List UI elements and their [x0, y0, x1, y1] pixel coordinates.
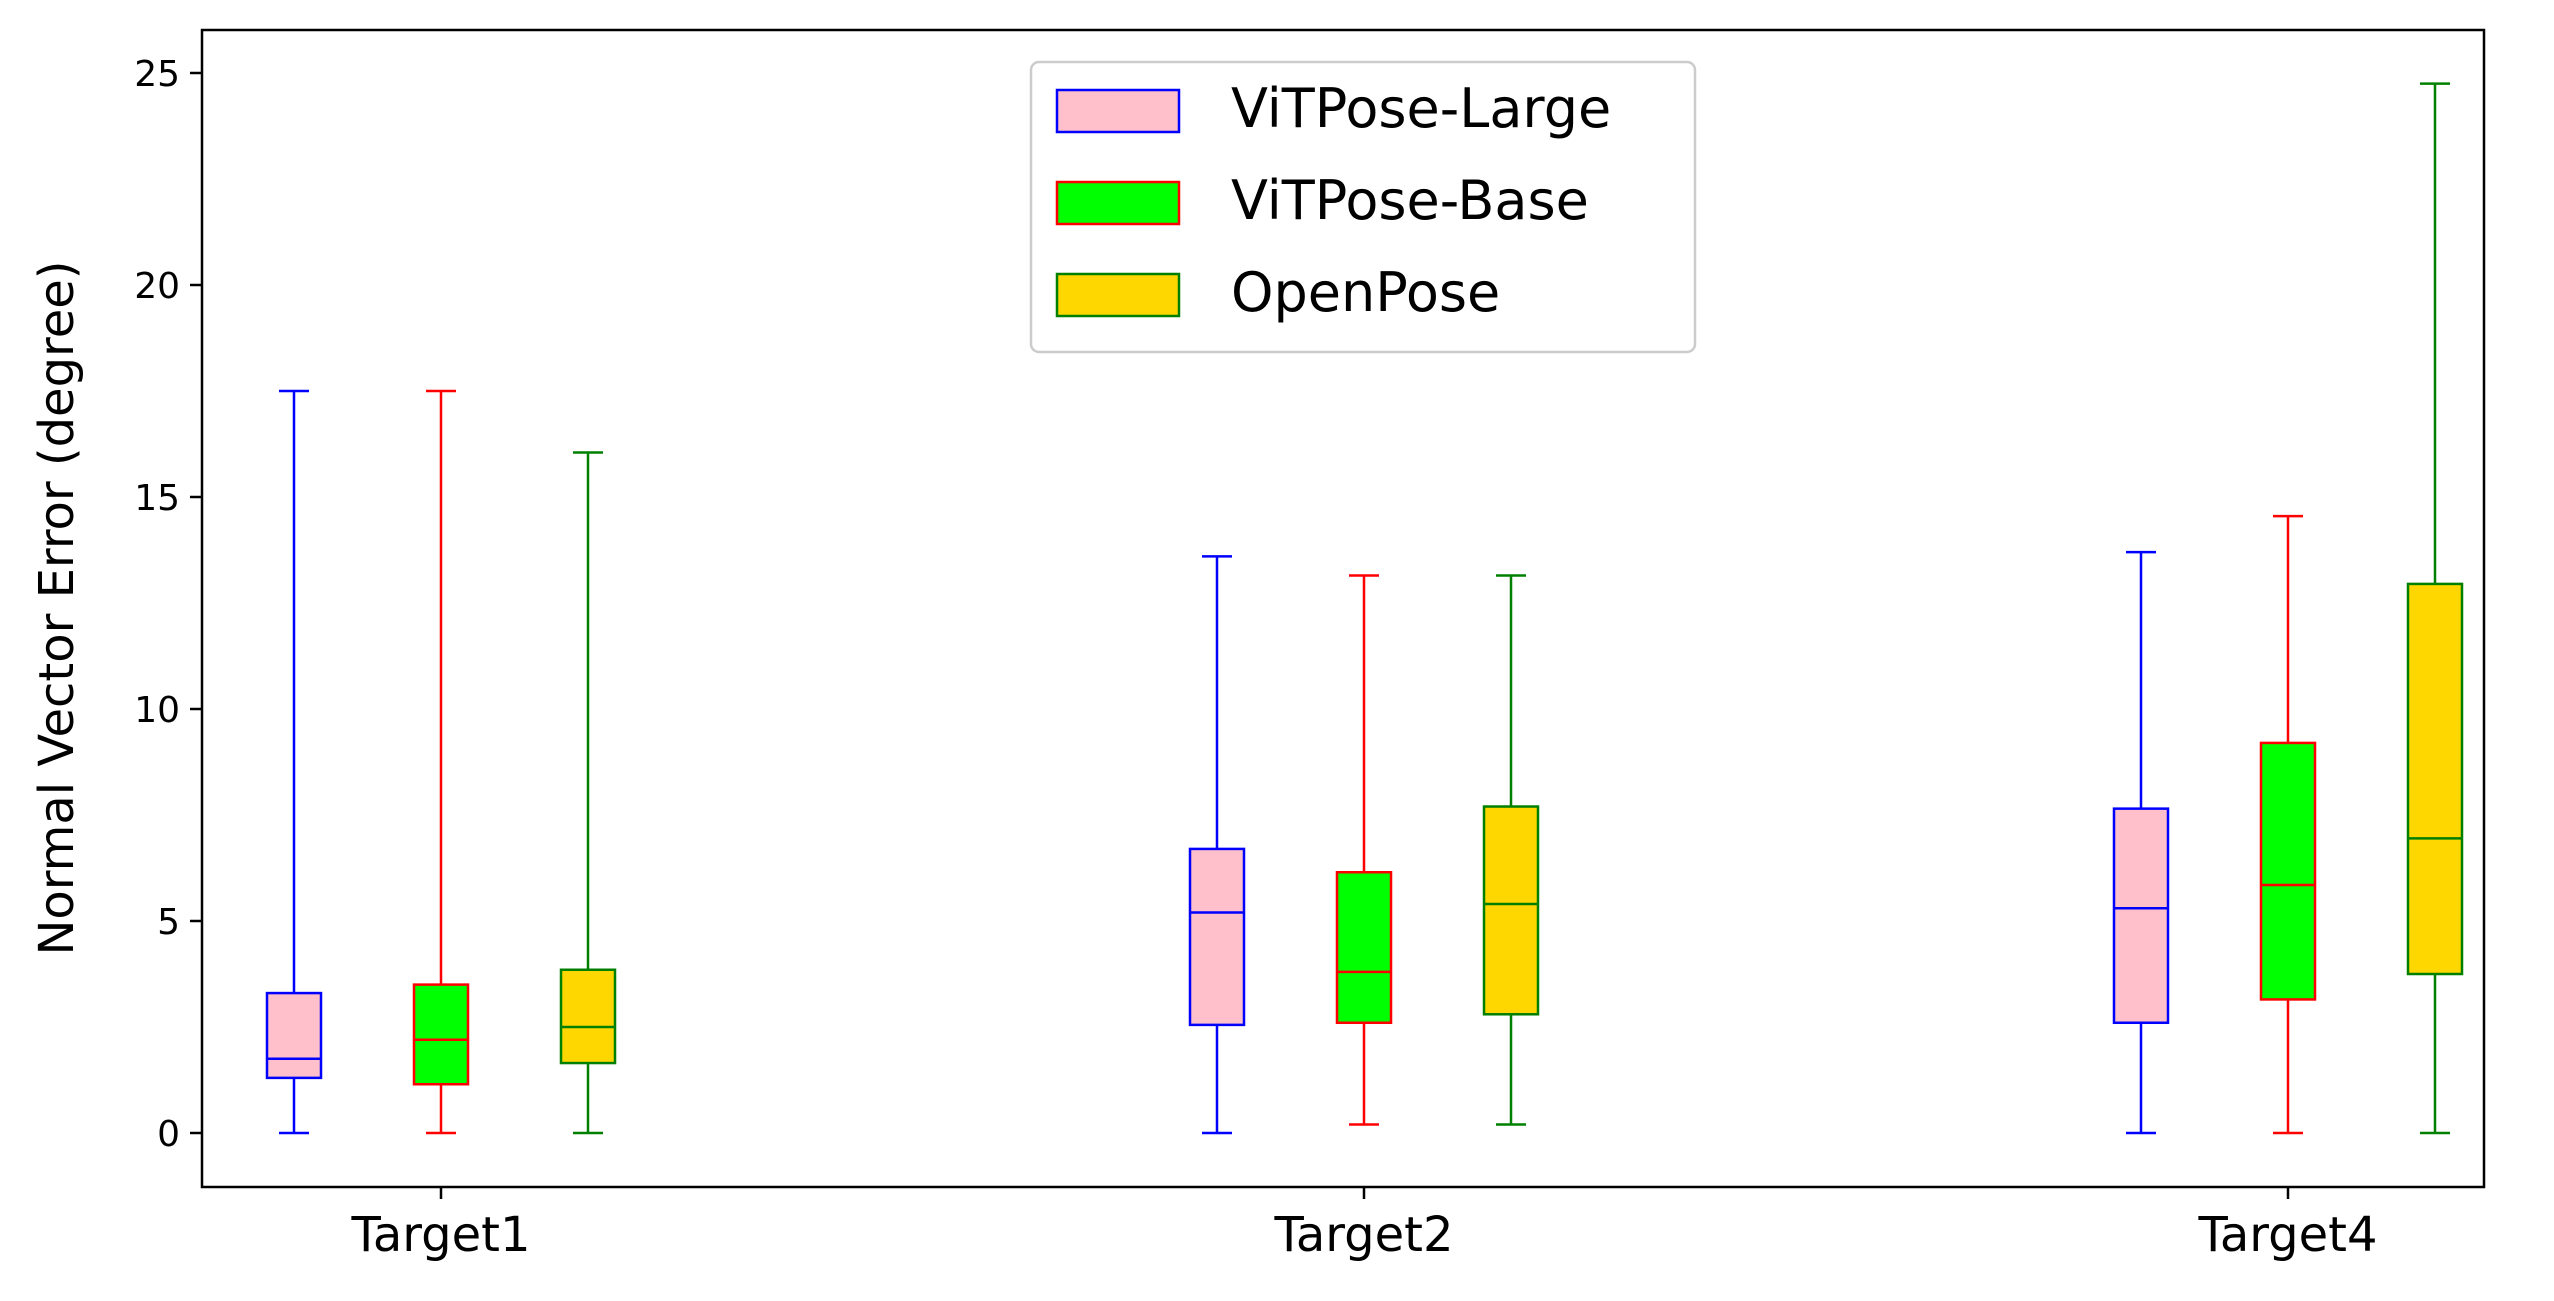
- legend-label: OpenPose: [1231, 261, 1500, 324]
- legend-label: ViTPose-Large: [1231, 77, 1611, 140]
- y-tick-label: 15: [134, 478, 180, 519]
- box-body: [1188, 847, 1246, 1027]
- box-2-2: [2406, 82, 2464, 1135]
- box-body: [2112, 807, 2170, 1025]
- box-body: [2259, 741, 2317, 1001]
- y-tick-label: 20: [134, 266, 180, 307]
- y-tick-label: 25: [134, 54, 180, 95]
- plot-area-frame: [200, 28, 2486, 1189]
- legend: ViTPose-Large ViTPose-Base OpenPose: [1029, 60, 1697, 354]
- legend-swatch: [1055, 272, 1181, 318]
- box-body: [559, 968, 617, 1065]
- legend-swatch: [1055, 180, 1181, 226]
- series-0: [265, 389, 2170, 1135]
- y-axis: 0 5 10 15 20 25: [134, 54, 202, 1155]
- box-2-1: [1482, 574, 1540, 1126]
- legend-item-0: ViTPose-Large: [1055, 77, 1611, 140]
- box-0-0: [265, 389, 323, 1135]
- box-body: [1335, 870, 1393, 1025]
- y-tick-label: 0: [157, 1114, 180, 1155]
- series-1: [412, 389, 2317, 1135]
- series-2: [559, 82, 2464, 1135]
- chart-marks: [265, 82, 2464, 1135]
- legend-frame: [1029, 60, 1697, 354]
- legend-item-2: OpenPose: [1055, 261, 1500, 324]
- legend-label: ViTPose-Base: [1231, 169, 1589, 232]
- y-tick-label: 5: [157, 902, 180, 943]
- x-tick-label: Target2: [1273, 1207, 1453, 1263]
- y-axis-label: Normal Vector Error (degree): [29, 260, 85, 955]
- box-2-0: [559, 451, 617, 1135]
- x-tick-label: Target4: [2197, 1207, 2377, 1263]
- box-body: [1482, 805, 1540, 1016]
- box-1-0: [412, 389, 470, 1135]
- box-0-1: [1188, 555, 1246, 1135]
- box-1-2: [2259, 514, 2317, 1135]
- legend-swatch: [1055, 88, 1181, 134]
- legend-item-1: ViTPose-Base: [1055, 169, 1589, 232]
- box-body: [265, 991, 323, 1080]
- box-body: [2406, 582, 2464, 976]
- box-body: [412, 983, 470, 1086]
- box-0-2: [2112, 550, 2170, 1135]
- y-tick-label: 10: [134, 690, 180, 731]
- box-1-1: [1335, 574, 1393, 1126]
- x-tick-label: Target1: [350, 1207, 530, 1263]
- x-axis: Target1 Target2 Target4: [350, 1187, 2378, 1263]
